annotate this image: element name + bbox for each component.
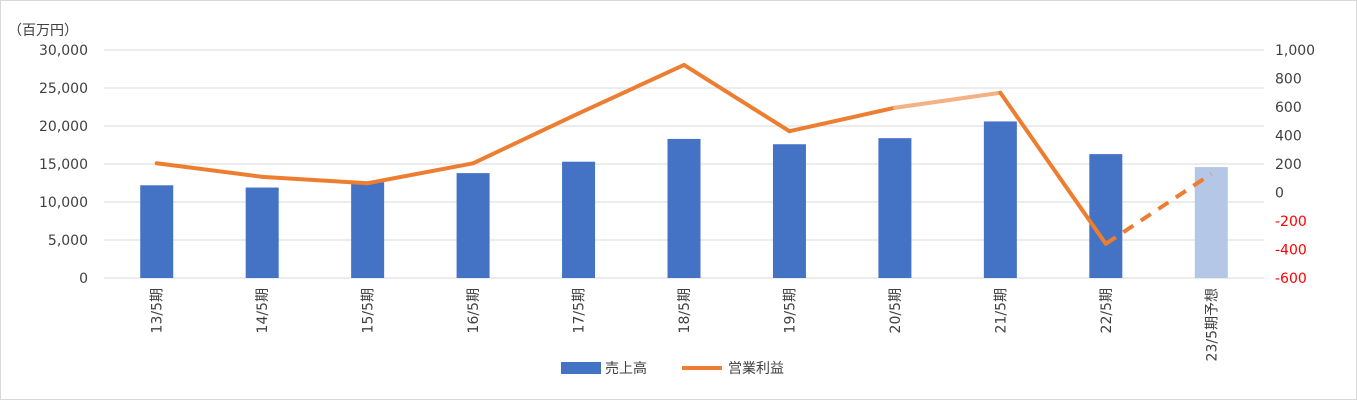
- category-label: 19/5期: [782, 288, 798, 333]
- left-axis-ticks: 0 5,000 10,000 15,000 20,000 25,000 30,000: [39, 43, 88, 287]
- right-tick-label: 400: [1275, 129, 1302, 145]
- category-labels: 13/5期 14/5期 15/5期 16/5期 17/5期 18/5期 19/5期 20/5期…: [150, 288, 1221, 361]
- left-tick-label: 25,000: [39, 81, 88, 97]
- right-tick-label: -400: [1275, 243, 1307, 259]
- revenue-bar: [667, 138, 701, 278]
- legend-revenue-label: 売上高: [605, 360, 647, 377]
- category-label: 23/5期予想: [1204, 288, 1220, 361]
- revenue-bar: [456, 173, 490, 278]
- profit-line-segment: [892, 90, 1003, 110]
- category-label: 16/5期: [466, 288, 482, 333]
- right-tick-label: -600: [1275, 271, 1307, 287]
- revenue-bar: [983, 121, 1017, 278]
- category-label: 22/5期: [1099, 288, 1115, 333]
- revenue-bar: [772, 144, 806, 278]
- legend-bar-swatch: [561, 362, 601, 374]
- category-label: 17/5期: [572, 288, 588, 333]
- legend-profit-label: 営業利益: [728, 361, 784, 377]
- right-tick-label: 600: [1275, 100, 1302, 116]
- profit-line-segment: [471, 111, 581, 166]
- profit-line-segment: [682, 62, 792, 134]
- profit-line-segment: [998, 90, 1108, 246]
- operating-profit-line: [154, 62, 1213, 246]
- revenue-bar: [140, 185, 174, 278]
- category-label: 21/5期: [993, 288, 1009, 333]
- left-tick-label: 5,000: [48, 233, 88, 249]
- revenue-bar: [562, 161, 596, 278]
- profit-line-segment: [365, 161, 476, 186]
- category-label: 15/5期: [361, 288, 377, 333]
- left-tick-label: 0: [79, 271, 88, 287]
- right-axis-ticks: -600 -400 -200 0 200 400 600 800 1,000: [1275, 43, 1315, 287]
- right-tick-label: 800: [1275, 72, 1302, 88]
- left-tick-label: 30,000: [39, 43, 88, 59]
- revenue-bar: [878, 138, 912, 278]
- profit-line-segment: [576, 62, 686, 116]
- left-tick-label: 20,000: [39, 119, 88, 135]
- right-tick-label: 200: [1275, 157, 1302, 173]
- category-label: 14/5期: [255, 288, 271, 333]
- category-label: 18/5期: [677, 288, 693, 333]
- revenue-bar: [1194, 167, 1228, 278]
- revenue-bar: [351, 182, 385, 278]
- right-tick-label: 1,000: [1275, 43, 1315, 59]
- legend: 売上高 営業利益: [561, 360, 784, 377]
- revenue-bar: [1089, 154, 1123, 278]
- left-tick-label: 10,000: [39, 195, 88, 211]
- left-tick-label: 15,000: [39, 157, 88, 173]
- profit-line-segment: [1104, 172, 1213, 246]
- right-tick-label: -200: [1275, 214, 1307, 230]
- profit-line-segment: [260, 174, 370, 186]
- profit-line-segment: [154, 161, 265, 179]
- unit-label: （百万円）: [8, 23, 78, 39]
- category-label: 13/5期: [150, 288, 166, 333]
- revenue-bar: [245, 187, 279, 278]
- category-label: 20/5期: [888, 288, 904, 333]
- revenue-bars: [140, 121, 1228, 278]
- right-tick-label: 0: [1275, 186, 1284, 202]
- profit-line-segment: [787, 105, 897, 134]
- gridlines: [104, 49, 1264, 279]
